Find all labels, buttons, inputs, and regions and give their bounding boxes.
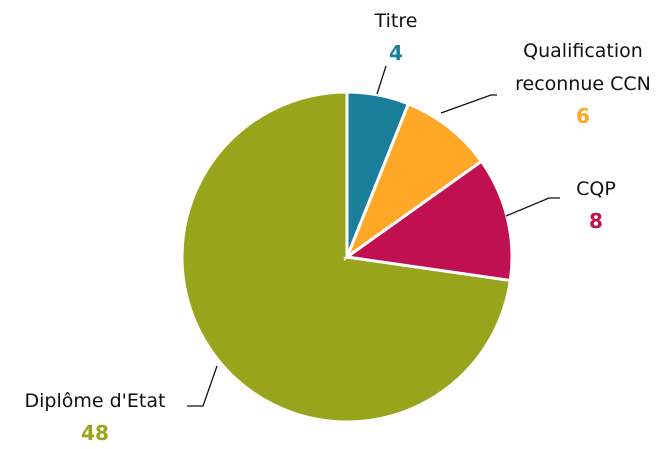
pie-slice: [345, 90, 411, 258]
leader-line: [505, 197, 560, 217]
value-label: 6: [576, 104, 590, 128]
slice-label: Qualification reconnue CCN 6: [493, 35, 663, 131]
category-name: CQP: [576, 178, 616, 200]
value-label: 48: [81, 421, 109, 445]
leader-line: [440, 94, 497, 114]
value-label: 8: [589, 209, 603, 233]
slice-label: Titre 4: [306, 5, 486, 68]
category-name: Diplôme d'Etat: [24, 390, 166, 412]
slice-label: CQP 8: [506, 173, 663, 236]
leader-line: [376, 65, 387, 95]
category-name: Qualification reconnue CCN: [515, 40, 651, 95]
value-label: 4: [389, 41, 403, 65]
pie-slice: [343, 101, 484, 262]
slice-label: Diplôme d'Etat 48: [5, 385, 185, 448]
category-name: Titre: [374, 10, 418, 32]
leader-line: [187, 365, 218, 407]
pie-slice: [343, 159, 514, 283]
